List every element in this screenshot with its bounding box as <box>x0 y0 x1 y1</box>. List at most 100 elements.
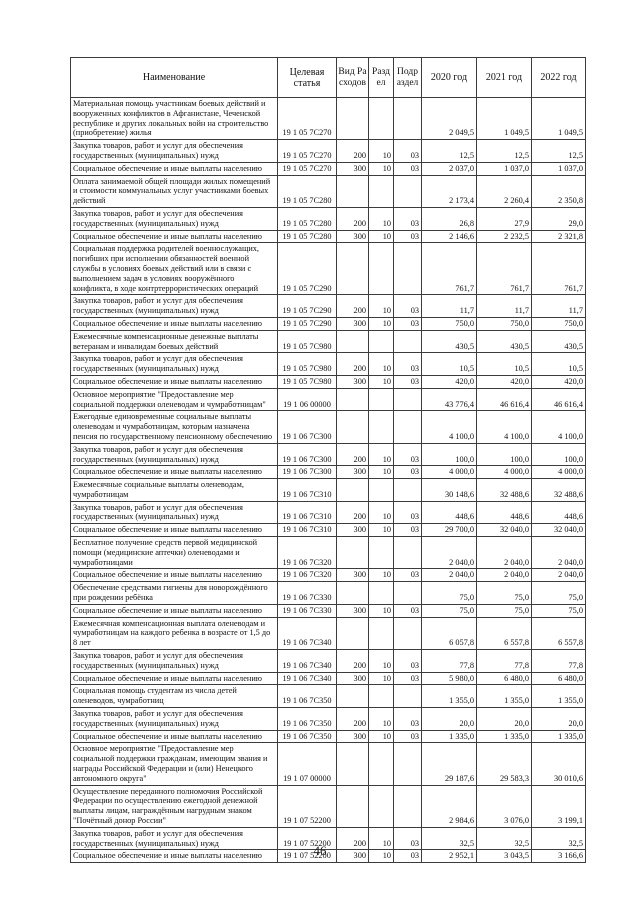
row-subsection: 03 <box>393 442 422 467</box>
row-2020-value: 2 049,5 <box>421 96 477 141</box>
row-section: 10 <box>368 352 394 376</box>
column-header-2021: 2021 год <box>476 57 532 98</box>
table-row: Закупка товаров, работ и услуг для обесп… <box>70 139 586 163</box>
row-2020-value: 30 148,6 <box>421 478 477 502</box>
row-2022-value: 1 049,5 <box>531 96 586 141</box>
row-2020-value: 10,5 <box>421 352 477 376</box>
row-2021-value: 1 037,0 <box>476 161 532 176</box>
row-2020-value: 420,0 <box>421 374 477 389</box>
table-row: Закупка товаров, работ и услуг для обесп… <box>70 294 586 318</box>
row-expense-type: 300 <box>336 161 369 176</box>
row-2021-value: 32 488,6 <box>476 478 532 502</box>
row-target-article: 19 1 06 7С340 <box>277 616 337 651</box>
row-section: 10 <box>368 707 394 731</box>
row-expense-type: 200 <box>336 352 369 376</box>
row-2021-value: 100,0 <box>476 442 532 467</box>
row-expense-type: 300 <box>336 229 369 244</box>
row-section <box>368 536 394 570</box>
row-2021-value: 1 335,0 <box>476 729 532 744</box>
row-subsection <box>393 96 422 141</box>
row-subsection <box>393 410 422 444</box>
row-2022-value: 29,0 <box>531 206 586 231</box>
header-row: Наименование Целевая статья Вид Расходов… <box>70 57 586 98</box>
table-row: Закупка товаров, работ и услуг для обесп… <box>70 500 586 525</box>
row-2020-value: 750,0 <box>421 316 477 331</box>
row-2020-value: 75,0 <box>421 603 477 618</box>
row-2021-value: 2 260,4 <box>476 174 532 208</box>
row-subsection: 03 <box>393 374 422 389</box>
table-row: Социальное обеспечение и иные выплаты на… <box>70 849 586 864</box>
row-2021-value: 77,8 <box>476 649 532 673</box>
row-2022-value: 2 321,8 <box>531 229 586 244</box>
row-2022-value: 448,6 <box>531 500 586 525</box>
row-subsection <box>393 387 422 412</box>
page-number: 46 <box>313 843 327 858</box>
row-2020-value: 6 057,8 <box>421 616 477 651</box>
row-expense-type: 200 <box>336 500 369 525</box>
row-name: Оплата занимаемой общей площади жилых по… <box>70 174 278 208</box>
row-2021-value: 6 557,8 <box>476 616 532 651</box>
row-name: Обеспечение средствами гигиены для новор… <box>70 581 278 605</box>
row-2022-value: 2 040,0 <box>531 536 586 570</box>
row-name: Социальная поддержка родителей военнослу… <box>70 242 278 296</box>
row-name: Социальное обеспечение и иные выплаты на… <box>70 729 278 744</box>
row-2020-value: 2 037,0 <box>421 161 477 176</box>
table-row: Социальное обеспечение и иные выплаты на… <box>70 229 586 244</box>
row-name: Закупка товаров, работ и услуг для обесп… <box>70 139 278 163</box>
row-section <box>368 387 394 412</box>
table-row: Социальное обеспечение и иные выплаты на… <box>70 465 586 480</box>
row-2020-value: 2 952,1 <box>421 849 477 864</box>
row-2020-value: 1 355,0 <box>421 684 477 709</box>
row-subsection: 03 <box>393 352 422 376</box>
row-2022-value: 2 040,0 <box>531 568 586 583</box>
row-2022-value: 6 480,0 <box>531 671 586 686</box>
row-expense-type: 200 <box>336 707 369 731</box>
row-2022-value: 75,0 <box>531 603 586 618</box>
row-target-article: 19 1 05 7С290 <box>277 294 337 318</box>
row-expense-type <box>336 581 369 605</box>
row-name: Материальная помощь участникам боевых де… <box>70 96 278 141</box>
row-2021-value: 75,0 <box>476 581 532 605</box>
row-2021-value: 448,6 <box>476 500 532 525</box>
row-subsection <box>393 784 422 828</box>
row-2022-value: 1 335,0 <box>531 729 586 744</box>
row-2022-value: 420,0 <box>531 374 586 389</box>
row-subsection: 03 <box>393 500 422 525</box>
row-section <box>368 581 394 605</box>
row-2022-value: 750,0 <box>531 316 586 331</box>
row-2020-value: 43 776,4 <box>421 387 477 412</box>
row-2020-value: 2 040,0 <box>421 568 477 583</box>
row-2021-value: 4 100,0 <box>476 410 532 444</box>
row-2021-value: 1 355,0 <box>476 684 532 709</box>
row-name: Социальное обеспечение и иные выплаты на… <box>70 229 278 244</box>
table-row: Ежемесячная компенсационная выплата олен… <box>70 616 586 651</box>
row-section: 10 <box>368 500 394 525</box>
row-expense-type <box>336 96 369 141</box>
row-subsection <box>393 536 422 570</box>
row-subsection: 03 <box>393 316 422 331</box>
row-name: Социальное обеспечение и иные выплаты на… <box>70 465 278 480</box>
row-section: 10 <box>368 523 394 538</box>
row-2020-value: 1 335,0 <box>421 729 477 744</box>
row-2022-value: 32 488,6 <box>531 478 586 502</box>
row-2021-value: 2 040,0 <box>476 568 532 583</box>
row-expense-type <box>336 478 369 502</box>
row-2021-value: 1 049,5 <box>476 96 532 141</box>
row-target-article: 19 1 06 7С330 <box>277 603 337 618</box>
row-target-article: 19 1 05 7С270 <box>277 139 337 163</box>
row-name: Ежегодные единовременные социальные выпл… <box>70 410 278 444</box>
row-target-article: 19 1 06 7С350 <box>277 729 337 744</box>
row-2022-value: 2 350,8 <box>531 174 586 208</box>
table-row: Ежемесячные компенсационные денежные вып… <box>70 329 586 354</box>
row-expense-type <box>336 784 369 828</box>
row-name: Социальная помощь студентам из числа дет… <box>70 684 278 709</box>
row-2021-value: 29 583,3 <box>476 742 532 786</box>
row-expense-type: 300 <box>336 603 369 618</box>
row-name: Ежемесячные компенсационные денежные вып… <box>70 329 278 354</box>
row-name: Закупка товаров, работ и услуг для обесп… <box>70 707 278 731</box>
row-2021-value: 750,0 <box>476 316 532 331</box>
row-expense-type: 200 <box>336 649 369 673</box>
row-2022-value: 6 557,8 <box>531 616 586 651</box>
row-section: 10 <box>368 161 394 176</box>
